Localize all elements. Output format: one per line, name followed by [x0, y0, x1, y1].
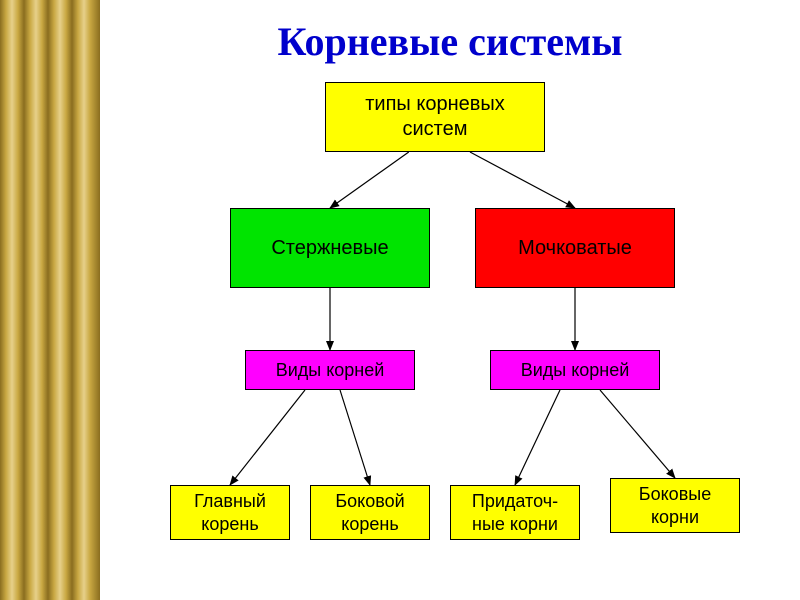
edge-left2-leaf1 [230, 390, 305, 485]
node-leaf2: Боковойкорень [310, 485, 430, 540]
edge-right2-leaf4 [600, 390, 675, 478]
edge-root-left1 [330, 152, 409, 208]
node-leaf1: Главныйкорень [170, 485, 290, 540]
node-leaf3: Придаточ-ные корни [450, 485, 580, 540]
edge-root-right1 [470, 152, 575, 208]
node-right1: Мочковатые [475, 208, 675, 288]
node-leaf4: Боковыекорни [610, 478, 740, 533]
node-root: типы корневыхсистем [325, 82, 545, 152]
page-title: Корневые системы [100, 18, 800, 65]
node-left1: Стержневые [230, 208, 430, 288]
decorative-sidebar [0, 0, 100, 600]
node-left2: Виды корней [245, 350, 415, 390]
edge-left2-leaf2 [340, 390, 370, 485]
node-right2: Виды корней [490, 350, 660, 390]
edge-right2-leaf3 [515, 390, 560, 485]
